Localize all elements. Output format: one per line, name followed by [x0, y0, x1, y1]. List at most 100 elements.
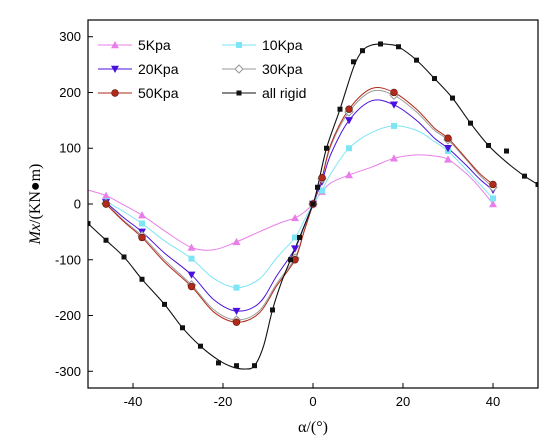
data-point-10kpa: [139, 220, 145, 227]
legend-label: 50Kpa: [138, 85, 179, 101]
y-axis-ticks: -300 -200 -100 0 100 200 300: [55, 29, 93, 379]
data-point-5kpa: [390, 154, 398, 162]
series-line-5kpa: [88, 154, 494, 251]
data-point-5kpa: [291, 213, 299, 222]
x-tick-label: 0: [309, 394, 316, 409]
data-point-50kpa: [390, 88, 398, 97]
data-point-all-rigid: [180, 325, 185, 331]
data-point-20kpa: [390, 101, 398, 109]
data-point-all-rigid: [351, 59, 356, 65]
legend-item-5kpa: 5Kpa: [98, 37, 171, 53]
data-point-all-rigid: [396, 44, 401, 50]
x-tick-label: 40: [486, 394, 500, 409]
data-point-all-rigid: [337, 106, 343, 112]
data-point-all-rigid: [468, 120, 473, 126]
legend-swatch-marker: [236, 42, 242, 48]
data-point-20kpa: [444, 145, 452, 153]
data-point-50kpa: [345, 105, 353, 113]
legend-label: all rigid: [262, 85, 306, 101]
legend-swatch-marker: [234, 64, 244, 74]
plot-markers: [88, 41, 538, 369]
data-point-all-rigid: [324, 145, 329, 151]
y-tick-label: -300: [55, 364, 81, 379]
data-point-10kpa: [292, 234, 298, 241]
data-point-20kpa: [232, 307, 241, 316]
data-point-all-rigid: [504, 148, 509, 154]
data-point-50kpa: [489, 180, 497, 189]
data-point-all-rigid: [535, 181, 538, 187]
legend-swatch-marker: [236, 90, 242, 96]
data-point-10kpa: [188, 255, 195, 262]
y-axis-label-symbol: Mx: [27, 224, 44, 245]
data-point-all-rigid: [315, 184, 320, 190]
data-point-all-rigid: [270, 307, 275, 313]
y-axis-label: Mx/(KN●m): [27, 164, 44, 246]
data-point-all-rigid: [450, 95, 455, 101]
legend-swatch-marker: [111, 41, 119, 49]
data-point-all-rigid: [88, 221, 91, 227]
data-point-all-rigid: [486, 142, 491, 148]
legend-label: 10Kpa: [262, 37, 303, 53]
y-axis-label-unit: /(KN●m): [27, 164, 44, 224]
legend: 5Kpa 10Kpa 20Kpa 30Kpa 50Kpa all rigid: [98, 37, 306, 101]
data-point-10kpa: [319, 187, 325, 194]
data-point-all-rigid: [288, 257, 293, 263]
data-point-all-rigid: [139, 276, 145, 282]
data-point-50kpa: [187, 282, 196, 291]
data-point-50kpa: [444, 134, 452, 142]
x-axis-ticks: -40 -20 0 20 40: [124, 383, 500, 409]
data-point-10kpa: [490, 195, 496, 202]
data-point-5kpa: [345, 171, 353, 179]
data-point-all-rigid: [522, 173, 527, 179]
data-point-all-rigid: [121, 254, 127, 260]
data-point-all-rigid: [234, 363, 239, 369]
data-point-5kpa: [187, 243, 196, 251]
series-line-all-rigid: [88, 43, 538, 370]
legend-swatch-marker: [111, 89, 119, 97]
data-point-all-rigid: [378, 41, 383, 47]
legend-item-20kpa: 20Kpa: [98, 61, 179, 77]
data-point-20kpa: [345, 117, 353, 125]
data-point-20kpa: [291, 245, 299, 253]
legend-swatch-marker: [111, 65, 119, 73]
legend-item-10kpa: 10Kpa: [222, 37, 303, 53]
legend-label: 5Kpa: [138, 37, 171, 53]
data-point-50kpa: [318, 174, 326, 182]
x-axis-label: α/(°): [298, 419, 328, 436]
data-point-all-rigid: [414, 57, 419, 63]
legend-label: 20Kpa: [138, 61, 179, 77]
data-point-5kpa: [444, 155, 452, 163]
legend-item-30kpa: 30Kpa: [222, 61, 303, 77]
data-point-50kpa: [138, 233, 146, 242]
y-tick-label: -200: [55, 308, 81, 323]
series-line-30kpa: [105, 89, 494, 321]
data-point-all-rigid: [103, 237, 109, 243]
data-point-5kpa: [489, 200, 497, 208]
data-point-all-rigid: [198, 343, 203, 349]
y-tick-label: 200: [59, 85, 81, 100]
data-point-5kpa: [232, 237, 241, 246]
data-point-all-rigid: [216, 360, 221, 366]
series-line-50kpa: [105, 87, 494, 323]
data-point-20kpa: [187, 271, 196, 279]
y-tick-label: 100: [59, 141, 81, 156]
legend-item-50kpa: 50Kpa: [98, 85, 179, 101]
data-point-all-rigid: [162, 301, 167, 307]
data-point-all-rigid: [297, 234, 302, 240]
data-point-all-rigid: [310, 201, 316, 207]
data-point-5kpa: [138, 211, 146, 219]
data-point-50kpa: [232, 318, 241, 326]
data-point-all-rigid: [252, 363, 257, 369]
x-tick-label: -20: [214, 394, 233, 409]
series-line-10kpa: [105, 125, 494, 289]
legend-label: 30Kpa: [262, 61, 303, 77]
y-tick-label: 300: [59, 29, 81, 44]
x-tick-label: 20: [396, 394, 410, 409]
legend-item-all-rigid: all rigid: [222, 85, 306, 101]
data-point-all-rigid: [360, 48, 365, 54]
data-point-5kpa: [102, 191, 110, 199]
data-point-10kpa: [346, 145, 352, 152]
series-line-20kpa: [105, 99, 494, 312]
data-point-50kpa: [102, 200, 110, 208]
